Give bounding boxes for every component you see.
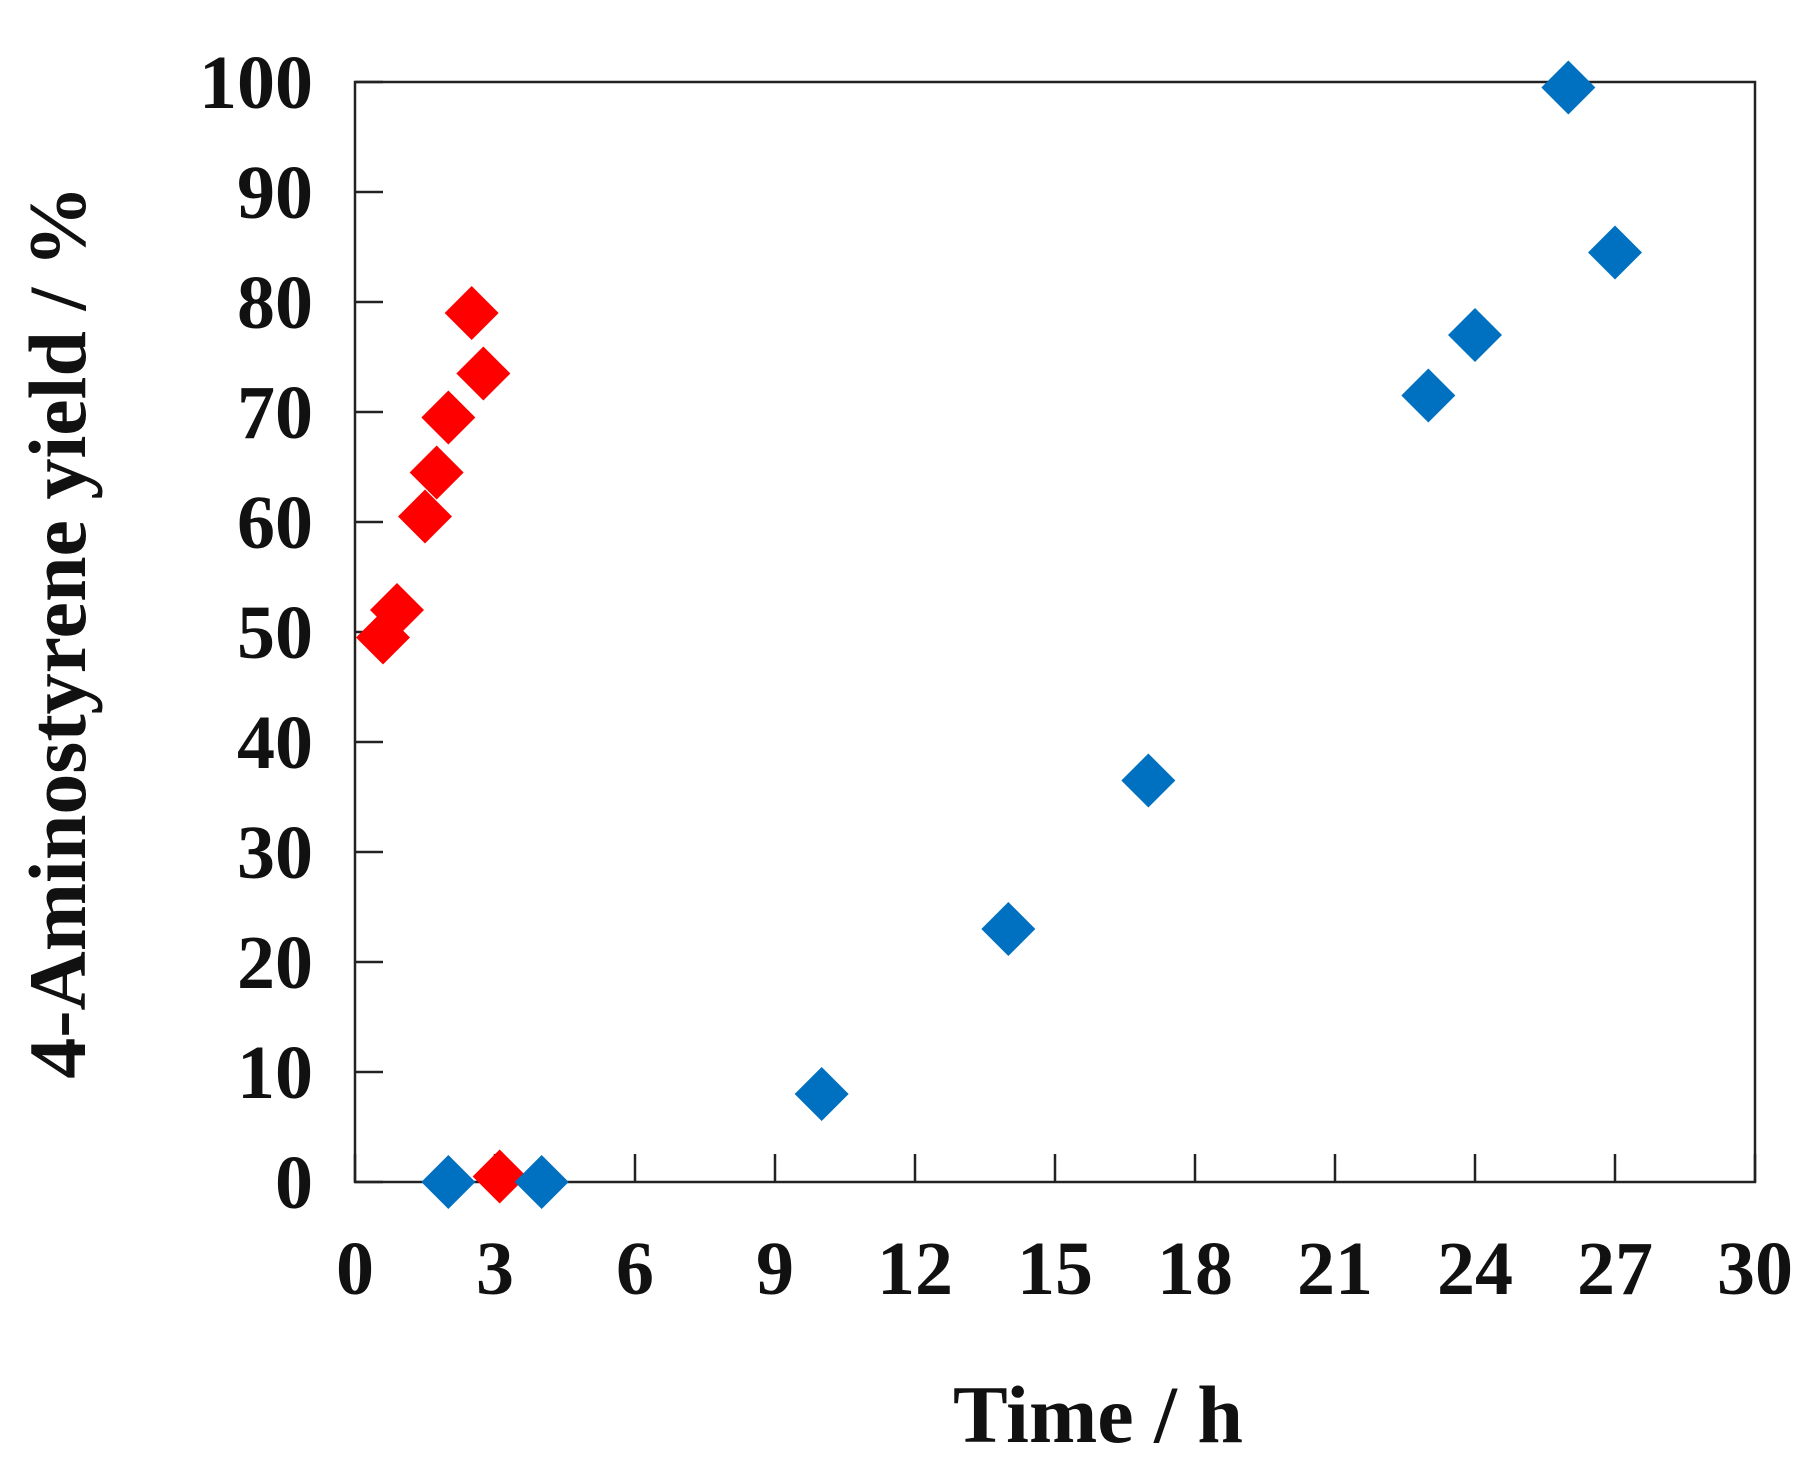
- x-tick-label: 24: [1437, 1227, 1513, 1311]
- data-point: [398, 489, 452, 544]
- y-tick-label: 50: [237, 591, 313, 675]
- data-point: [1541, 60, 1596, 115]
- data-point: [421, 390, 476, 445]
- data-point: [1448, 308, 1502, 362]
- x-tick-label: 15: [1017, 1227, 1093, 1311]
- data-point: [456, 346, 511, 401]
- data-point: [409, 445, 464, 500]
- data-point: [514, 1155, 569, 1209]
- y-tick-label: 20: [237, 921, 313, 1005]
- x-tick-label: 18: [1157, 1227, 1233, 1311]
- data-point: [370, 583, 424, 637]
- x-tick-label: 12: [877, 1227, 953, 1311]
- y-tick-label: 10: [237, 1031, 313, 1115]
- y-tick-label: 0: [275, 1141, 313, 1225]
- y-tick-label: 40: [237, 701, 313, 785]
- y-tick-label: 80: [237, 261, 313, 345]
- y-tick-label: 90: [237, 151, 313, 235]
- y-tick-label: 100: [199, 41, 313, 125]
- y-tick-label: 60: [237, 481, 313, 565]
- data-point: [981, 902, 1036, 956]
- x-axis-title: Time / h: [953, 1369, 1243, 1460]
- x-tick-label: 9: [756, 1227, 794, 1311]
- data-point: [794, 1067, 849, 1121]
- data-point: [421, 1155, 476, 1209]
- y-axis-title: 4-Aminostyrene yield / %: [12, 185, 103, 1079]
- x-tick-label: 6: [616, 1227, 654, 1311]
- data-point: [1588, 225, 1642, 280]
- x-tick-label: 0: [336, 1227, 374, 1311]
- x-tick-label: 30: [1717, 1227, 1793, 1311]
- data-point: [1401, 368, 1456, 423]
- y-tick-label: 30: [237, 811, 313, 895]
- x-tick-label: 27: [1577, 1227, 1653, 1311]
- plot-area-frame: [353, 80, 1757, 1184]
- data-point: [444, 286, 499, 340]
- x-axis: 0 3 6 9 12 15 18 21 24 27 30: [336, 1154, 1793, 1311]
- x-tick-label: 3: [476, 1227, 514, 1311]
- y-axis: 0 10 20 30 40 50 60 70 80 90 100: [199, 41, 383, 1225]
- y-tick-label: 70: [237, 371, 313, 455]
- data-point: [1121, 753, 1176, 808]
- x-tick-label: 21: [1297, 1227, 1373, 1311]
- data-point: [472, 1149, 527, 1204]
- data-points: [356, 60, 1642, 1209]
